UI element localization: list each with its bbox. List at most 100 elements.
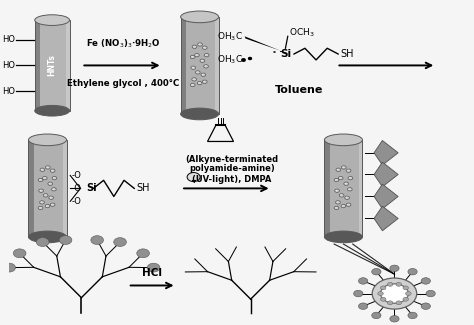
Circle shape [50, 169, 55, 172]
Text: SH: SH [137, 183, 150, 193]
Circle shape [347, 204, 349, 205]
Circle shape [372, 278, 417, 309]
Text: -O: -O [71, 184, 81, 193]
Circle shape [137, 249, 149, 258]
Polygon shape [374, 184, 398, 209]
Circle shape [403, 297, 409, 301]
Circle shape [345, 183, 346, 184]
Circle shape [198, 82, 200, 83]
Circle shape [191, 84, 193, 85]
Text: HO: HO [2, 61, 15, 70]
Circle shape [408, 268, 417, 275]
Circle shape [191, 56, 193, 57]
Circle shape [196, 54, 197, 55]
Bar [359, 140, 363, 237]
Circle shape [348, 188, 350, 189]
Circle shape [421, 278, 430, 284]
Circle shape [201, 60, 202, 61]
Ellipse shape [324, 134, 363, 146]
Circle shape [396, 282, 401, 286]
Circle shape [50, 203, 55, 206]
Bar [63, 140, 66, 237]
Circle shape [340, 194, 342, 195]
Circle shape [403, 286, 409, 290]
Text: Si: Si [280, 49, 291, 59]
Circle shape [197, 82, 202, 85]
Circle shape [13, 249, 26, 258]
Circle shape [42, 176, 47, 180]
Polygon shape [245, 36, 281, 51]
Ellipse shape [324, 231, 363, 243]
Polygon shape [374, 140, 398, 165]
Circle shape [114, 238, 127, 246]
Circle shape [396, 301, 401, 305]
Circle shape [341, 204, 346, 208]
Circle shape [199, 44, 200, 45]
Circle shape [406, 292, 411, 295]
Circle shape [339, 177, 341, 178]
Circle shape [339, 194, 344, 197]
Circle shape [200, 59, 205, 62]
Circle shape [39, 189, 44, 192]
Circle shape [334, 178, 339, 182]
Circle shape [53, 188, 54, 189]
Circle shape [387, 301, 393, 305]
Ellipse shape [35, 15, 70, 25]
Circle shape [204, 54, 209, 57]
Circle shape [192, 78, 197, 81]
Ellipse shape [35, 105, 70, 116]
Bar [181, 17, 186, 114]
Text: HO: HO [2, 35, 15, 44]
Text: OCH$_3$: OCH$_3$ [289, 26, 314, 39]
Ellipse shape [28, 231, 66, 243]
Circle shape [40, 190, 41, 191]
Circle shape [390, 265, 399, 272]
Circle shape [354, 290, 363, 297]
Circle shape [202, 74, 203, 75]
Circle shape [372, 268, 381, 275]
Circle shape [91, 236, 103, 244]
Circle shape [387, 282, 393, 286]
Circle shape [52, 188, 56, 191]
Circle shape [348, 176, 353, 180]
Circle shape [147, 263, 160, 272]
Ellipse shape [181, 11, 219, 23]
Circle shape [40, 201, 45, 204]
Circle shape [41, 169, 43, 170]
Text: -O: -O [71, 197, 81, 206]
Text: HCl: HCl [142, 268, 162, 278]
Text: -O: -O [71, 171, 81, 180]
Text: HO: HO [2, 87, 15, 96]
Circle shape [347, 188, 352, 191]
Bar [181, 17, 219, 114]
Bar [66, 20, 70, 111]
Circle shape [381, 286, 386, 290]
Circle shape [202, 46, 207, 49]
Circle shape [51, 170, 53, 171]
Text: Fe (NO$_3$)$_3$·9H$_2$O: Fe (NO$_3$)$_3$·9H$_2$O [86, 37, 160, 50]
Circle shape [52, 176, 57, 180]
Circle shape [349, 177, 350, 178]
Circle shape [343, 166, 344, 167]
Polygon shape [374, 206, 398, 231]
Circle shape [346, 203, 351, 206]
Circle shape [198, 43, 202, 46]
Bar [215, 17, 219, 114]
Circle shape [38, 178, 43, 182]
Circle shape [336, 190, 337, 191]
Text: Ethylene glycol , 400°C: Ethylene glycol , 400°C [67, 79, 179, 88]
Circle shape [38, 206, 43, 210]
Circle shape [192, 67, 193, 68]
Text: SH: SH [340, 49, 354, 59]
Circle shape [192, 45, 197, 48]
Circle shape [204, 65, 209, 68]
Circle shape [358, 278, 368, 284]
Circle shape [40, 168, 45, 171]
Circle shape [381, 297, 386, 301]
Circle shape [46, 205, 47, 206]
Circle shape [194, 54, 199, 57]
Circle shape [187, 173, 200, 182]
Circle shape [195, 71, 200, 74]
Text: OH$_3$C: OH$_3$C [217, 54, 243, 66]
Circle shape [49, 196, 54, 199]
